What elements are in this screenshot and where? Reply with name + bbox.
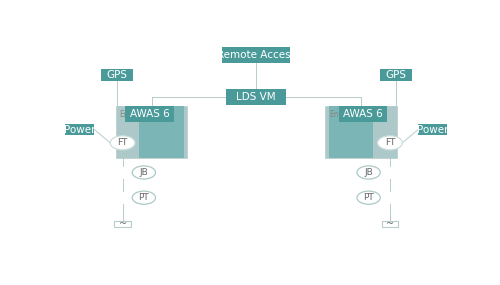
- Text: Remote Access: Remote Access: [216, 50, 296, 60]
- Text: AWAS 6: AWAS 6: [130, 109, 170, 119]
- Text: Power: Power: [64, 125, 96, 135]
- Text: GPS: GPS: [385, 70, 406, 80]
- Text: ~: ~: [118, 219, 126, 229]
- Text: JB: JB: [364, 168, 373, 177]
- FancyBboxPatch shape: [329, 106, 374, 158]
- FancyBboxPatch shape: [222, 47, 290, 63]
- FancyBboxPatch shape: [380, 69, 412, 80]
- FancyBboxPatch shape: [101, 69, 132, 80]
- Circle shape: [132, 191, 156, 204]
- Text: PT: PT: [138, 193, 149, 202]
- Text: JB: JB: [140, 168, 148, 177]
- FancyBboxPatch shape: [418, 124, 447, 135]
- Text: Power: Power: [417, 125, 448, 135]
- Circle shape: [378, 136, 402, 150]
- FancyBboxPatch shape: [116, 106, 188, 158]
- Circle shape: [132, 166, 156, 179]
- Circle shape: [357, 166, 380, 179]
- Circle shape: [110, 136, 135, 150]
- Text: FT: FT: [118, 138, 128, 147]
- Text: GPS: GPS: [106, 70, 127, 80]
- FancyBboxPatch shape: [382, 221, 398, 227]
- Circle shape: [357, 191, 380, 204]
- FancyBboxPatch shape: [66, 124, 94, 135]
- Text: Enclosure: Enclosure: [329, 111, 366, 119]
- FancyBboxPatch shape: [226, 89, 286, 105]
- FancyBboxPatch shape: [338, 106, 387, 122]
- FancyBboxPatch shape: [126, 106, 174, 122]
- FancyBboxPatch shape: [114, 221, 130, 227]
- Text: LDS VM: LDS VM: [236, 92, 276, 102]
- Text: AWAS 6: AWAS 6: [343, 109, 382, 119]
- Text: ~: ~: [386, 219, 394, 229]
- Text: FT: FT: [385, 138, 395, 147]
- Text: Enclosure: Enclosure: [120, 111, 157, 119]
- FancyBboxPatch shape: [139, 106, 184, 158]
- Text: PT: PT: [363, 193, 374, 202]
- FancyBboxPatch shape: [325, 106, 396, 158]
